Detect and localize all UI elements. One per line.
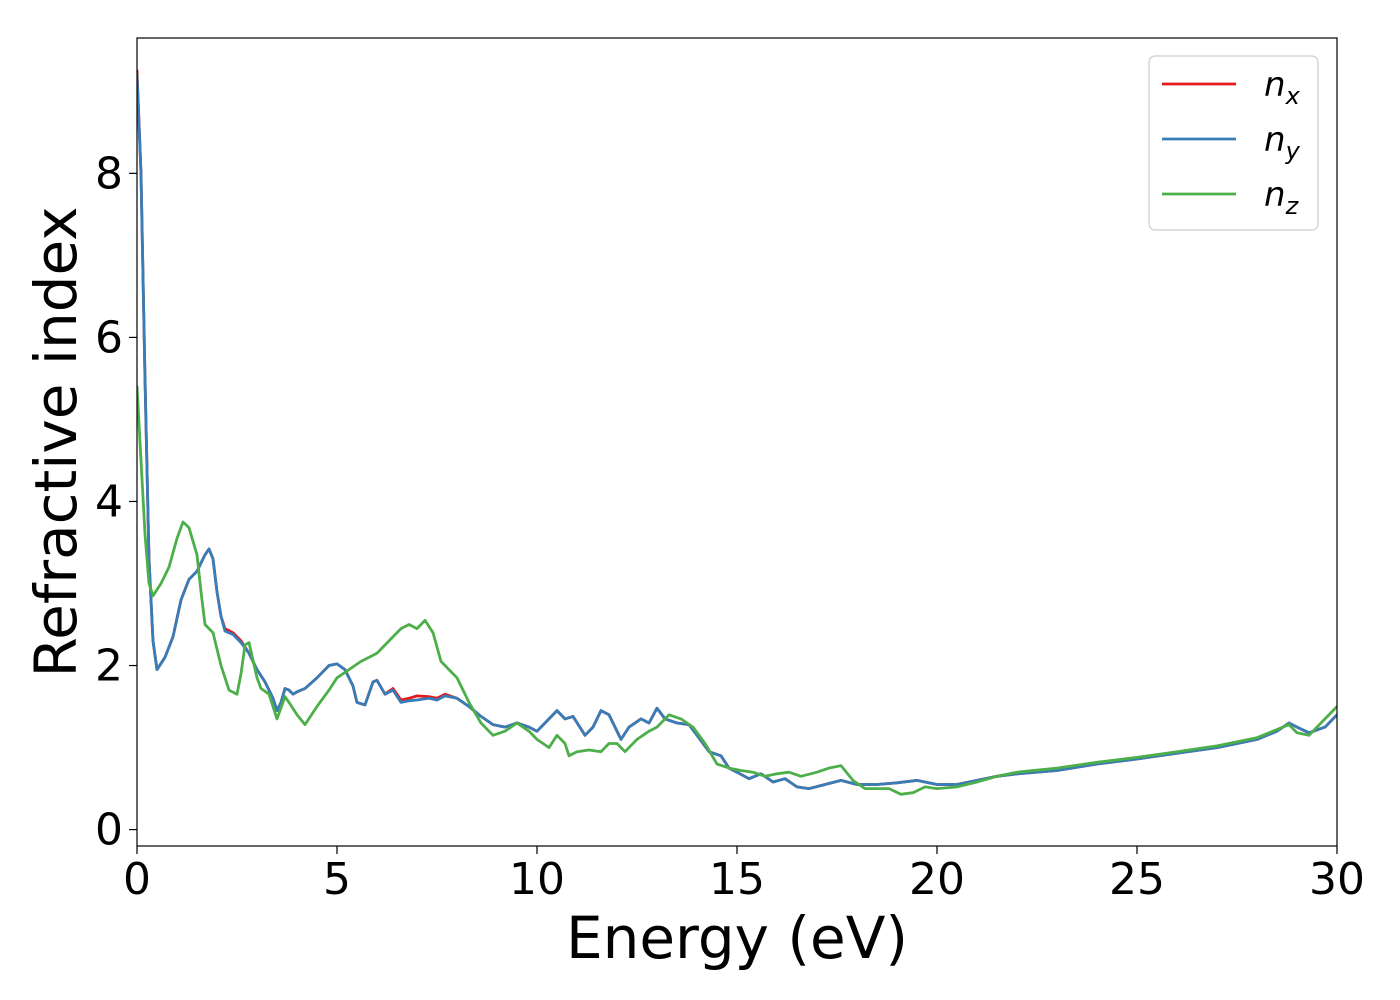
x-tick-label: 10 [509, 854, 565, 905]
x-axis-ticks: 0 5 10 15 20 25 30 [123, 846, 1365, 905]
x-tick-label: 0 [123, 854, 151, 905]
y-axis-label: Refractive index [22, 206, 90, 677]
series-line-nz [137, 385, 1337, 796]
legend-box [1148, 55, 1319, 231]
x-tick-label: 20 [909, 854, 965, 905]
y-tick-label: 0 [95, 805, 123, 856]
legend-label-ny: ny [1264, 120, 1301, 165]
y-tick-label: 4 [95, 476, 123, 527]
series-layer [137, 69, 1337, 796]
legend-label-nx: nx [1264, 65, 1301, 110]
y-axis-ticks: 0 2 4 6 8 [95, 148, 137, 856]
x-axis-label: Energy (eV) [566, 904, 908, 972]
x-tick-label: 25 [1109, 854, 1165, 905]
y-tick-label: 8 [95, 148, 123, 199]
legend: nx ny nz [1148, 55, 1319, 231]
y-tick-label: 2 [95, 641, 123, 692]
plot-area [137, 38, 1337, 846]
x-tick-label: 30 [1309, 854, 1365, 905]
x-tick-label: 15 [709, 854, 765, 905]
x-tick-label: 5 [323, 854, 351, 905]
y-tick-label: 6 [95, 312, 123, 363]
legend-label-nz: nz [1264, 175, 1300, 220]
